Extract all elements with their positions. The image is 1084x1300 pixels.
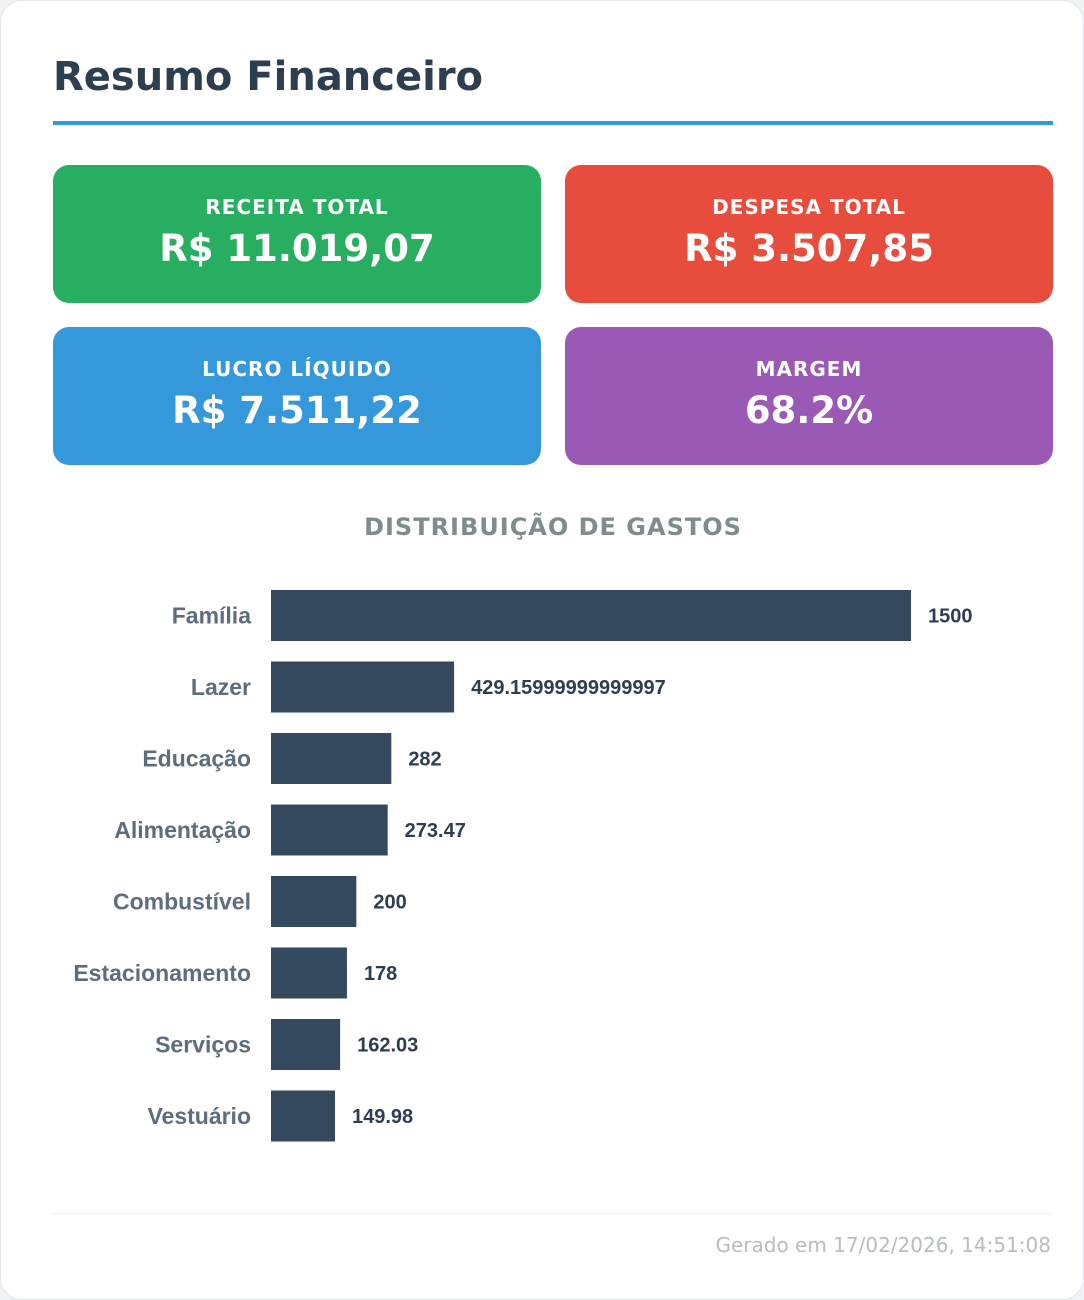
bar-2 <box>271 733 392 784</box>
value-label: 162.03 <box>357 1035 418 1057</box>
category-label: Combustível <box>113 889 251 915</box>
value-label: 282 <box>408 749 441 771</box>
generated-timestamp: Gerado em 17/02/2026, 14:51:08 <box>715 1233 1051 1257</box>
category-label: Vestuário <box>147 1103 251 1129</box>
bar-4 <box>271 876 357 927</box>
kpi-value: R$ 11.019,07 <box>159 227 435 270</box>
kpi-label: MARGEM <box>755 357 863 381</box>
kpi-margem: MARGEM 68.2% <box>565 327 1053 465</box>
kpi-label: DESPESA TOTAL <box>712 195 906 219</box>
value-label: 149.98 <box>352 1106 413 1128</box>
bar-1 <box>271 661 455 713</box>
page-title: Resumo Financeiro <box>53 54 484 100</box>
category-label: Serviços <box>155 1032 251 1058</box>
kpi-label: RECEITA TOTAL <box>205 195 389 219</box>
category-label: Estacionamento <box>73 960 251 986</box>
category-label: Alimentação <box>114 817 251 843</box>
bar-7 <box>271 1090 335 1142</box>
chart-title: DISTRIBUIÇÃO DE GASTOS <box>364 513 742 541</box>
value-label: 178 <box>364 963 397 985</box>
kpi-receita-total: RECEITA TOTAL R$ 11.019,07 <box>53 165 541 303</box>
value-label: 200 <box>373 892 406 914</box>
kpi-value: 68.2% <box>744 389 874 432</box>
bar-3 <box>271 804 388 856</box>
kpi-label: LUCRO LÍQUIDO <box>202 357 392 381</box>
expense-bar-chart: Família 1500 Lazer 429.15999999999997 Educaç… <box>73 590 973 1142</box>
category-label: Lazer <box>191 674 251 700</box>
footer-divider <box>53 1213 1053 1214</box>
kpi-lucro-liquido: LUCRO LÍQUIDO R$ 7.511,22 <box>53 327 541 465</box>
kpi-value: R$ 3.507,85 <box>684 227 934 270</box>
value-label: 1500 <box>928 606 973 628</box>
value-label: 273.47 <box>405 820 466 842</box>
value-label: 429.15999999999997 <box>471 677 666 699</box>
category-label: Família <box>172 603 251 629</box>
kpi-despesa-total: DESPESA TOTAL R$ 3.507,85 <box>565 165 1053 303</box>
bar-5 <box>271 947 347 999</box>
kpi-value: R$ 7.511,22 <box>172 389 422 432</box>
bar-0 <box>271 590 911 641</box>
bar-6 <box>271 1019 341 1070</box>
title-divider <box>53 121 1053 125</box>
category-label: Educação <box>142 746 251 772</box>
